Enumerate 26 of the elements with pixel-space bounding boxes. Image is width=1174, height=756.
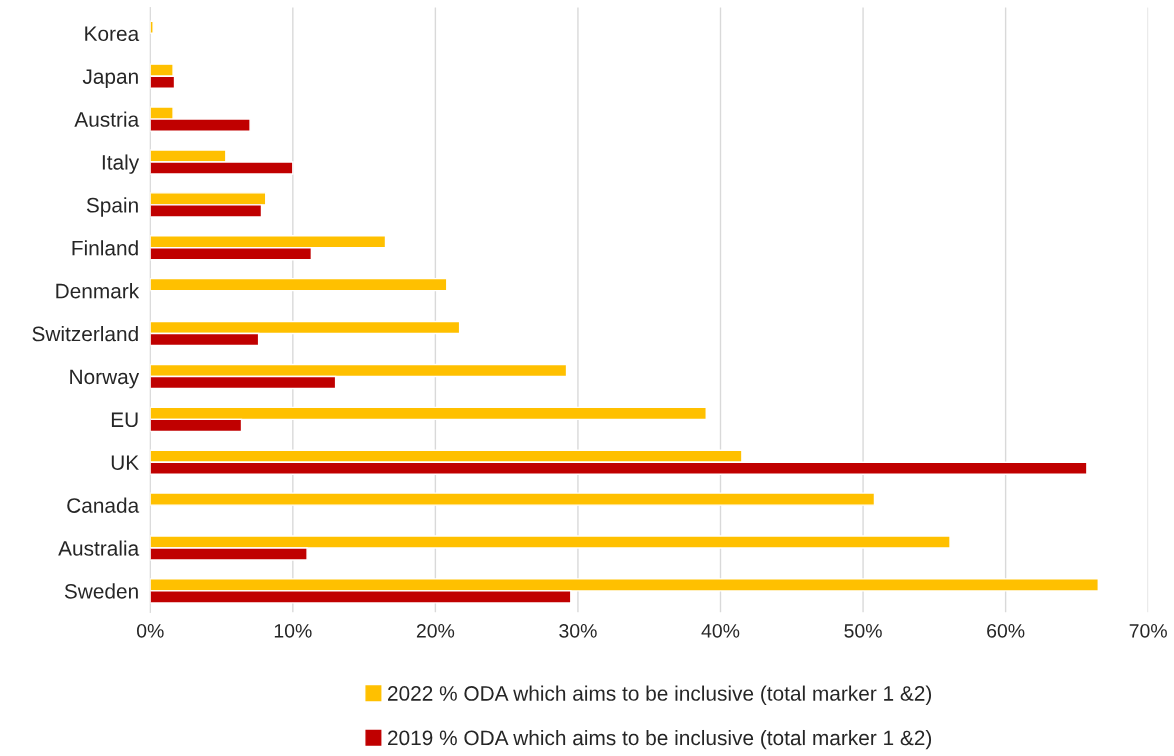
x-tick-label: 30% bbox=[559, 623, 597, 638]
legend-label: 2019 % ODA which aims to be inclusive (total marker 1 &2) bbox=[388, 729, 932, 750]
y-tick-label: Sweden bbox=[64, 583, 138, 599]
legend-label: 2022 % ODA which aims to be inclusive (total marker 1 &2) bbox=[388, 685, 932, 705]
y-tick-label: UK bbox=[111, 455, 139, 470]
y-tick-label: Australia bbox=[58, 540, 140, 556]
x-tick-label: 50% bbox=[844, 623, 882, 638]
y-tick-label: Austria bbox=[74, 111, 140, 127]
y-tick-label: Finland bbox=[72, 240, 138, 256]
bar bbox=[150, 277, 448, 292]
y-tick-label: Spain bbox=[86, 197, 138, 217]
x-tick-label: 20% bbox=[416, 623, 455, 638]
y-tick-label: EU bbox=[111, 412, 138, 428]
y-tick-label: Denmark bbox=[56, 283, 140, 299]
y-tick-label: Norway bbox=[70, 369, 140, 389]
x-tick-label: 70% bbox=[1129, 623, 1167, 638]
x-tick-label: 10% bbox=[274, 623, 312, 638]
x-tick-label: 60% bbox=[987, 623, 1025, 638]
y-tick-label: Japan bbox=[82, 69, 138, 89]
y-tick-label: Canada bbox=[67, 497, 140, 513]
y-tick-label: Switzerland bbox=[32, 326, 138, 342]
x-tick-label: 40% bbox=[701, 623, 740, 638]
y-tick-label: Korea bbox=[85, 26, 140, 42]
y-tick-label: Italy bbox=[102, 154, 140, 174]
bar bbox=[150, 492, 876, 506]
x-tick-label: 0% bbox=[136, 623, 164, 638]
